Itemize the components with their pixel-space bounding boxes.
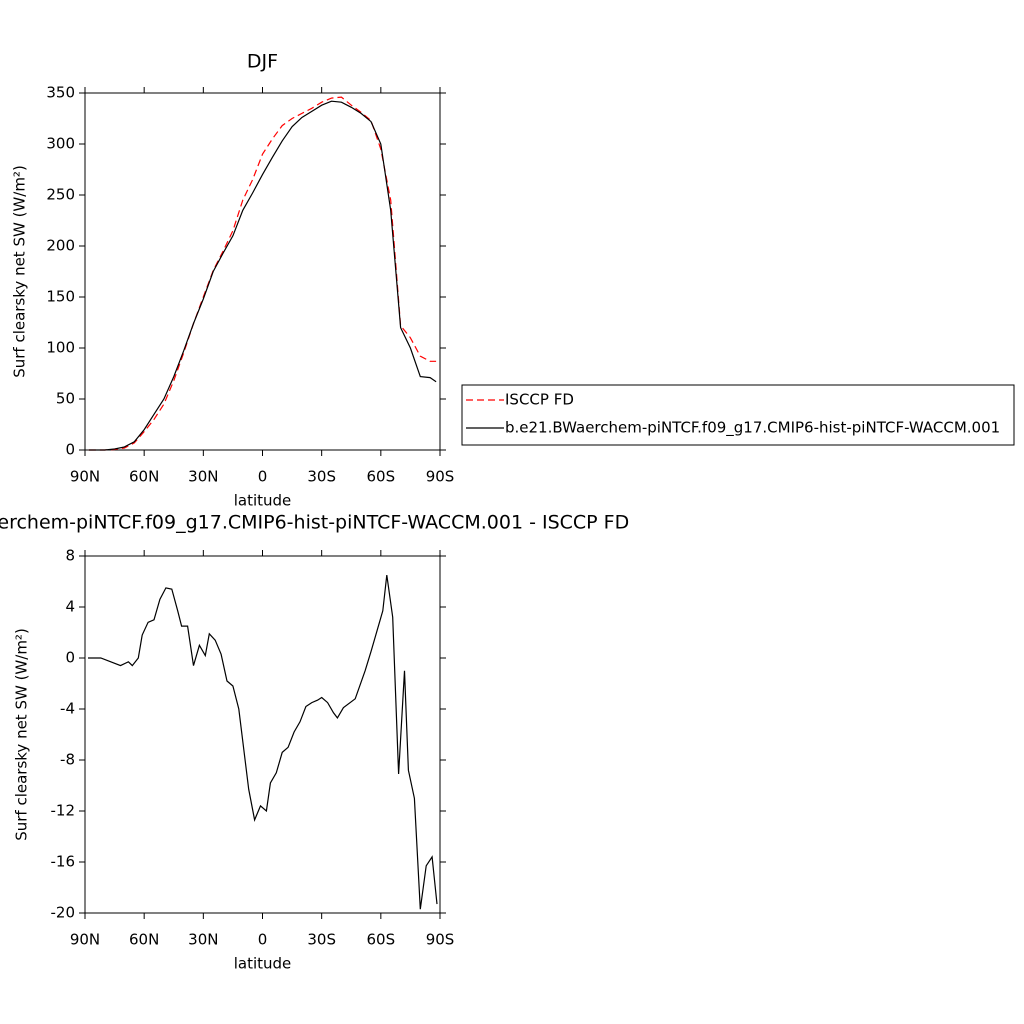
x-tick-label: 90N <box>70 468 100 486</box>
y-tick-label: 300 <box>46 135 75 153</box>
plot-frame <box>84 555 441 914</box>
x-tick-label: 30S <box>307 468 336 486</box>
y-tick-label: 8 <box>65 547 75 565</box>
y-axis-label: Surf clearsky net SW (W/m²) <box>13 628 31 841</box>
x-axis-label: latitude <box>234 955 292 973</box>
legend-label: b.e21.BWaerchem-piNTCF.f09_g17.CMIP6-his… <box>505 419 1000 438</box>
x-tick-label: 30N <box>188 468 218 486</box>
x-tick-label: 60N <box>129 468 159 486</box>
x-tick-label: 90N <box>70 931 100 949</box>
y-tick-label: -20 <box>51 904 76 922</box>
legend: ISCCP FD b.e21.BWaerchem-piNTCF.f09_g17.C… <box>461 384 1015 446</box>
y-tick-label: 350 <box>46 84 75 102</box>
y-tick-label: 50 <box>56 390 75 408</box>
x-tick-label: 90S <box>426 468 455 486</box>
y-tick-label: -16 <box>51 853 76 871</box>
y-tick-label: -4 <box>60 700 75 718</box>
x-axis-label: latitude <box>234 492 292 510</box>
y-tick-label: 0 <box>65 441 75 459</box>
y-tick-label: -12 <box>51 802 76 820</box>
y-tick-label: 4 <box>65 598 75 616</box>
x-tick-label: 60N <box>129 931 159 949</box>
x-tick-label: 90S <box>426 931 455 949</box>
y-tick-label: 200 <box>46 237 75 255</box>
data-line <box>88 96 437 451</box>
x-tick-label: 30S <box>307 931 336 949</box>
x-tick-label: 30N <box>188 931 218 949</box>
y-tick-label: 250 <box>46 186 75 204</box>
data-line <box>88 100 437 451</box>
x-tick-label: 60S <box>367 468 396 486</box>
y-tick-label: 100 <box>46 339 75 357</box>
data-line <box>88 575 438 910</box>
x-tick-label: 60S <box>367 931 396 949</box>
plot-frame <box>84 92 441 451</box>
legend-label: ISCCP FD <box>505 391 574 409</box>
chart-title: b.e21.BWaerchem-piNTCF.f09_g17.CMIP6-his… <box>0 512 629 534</box>
y-tick-label: -8 <box>60 751 75 769</box>
legend-box <box>461 384 1015 446</box>
x-tick-label: 0 <box>258 468 268 486</box>
x-tick-label: 0 <box>258 931 268 949</box>
y-tick-label: 0 <box>65 649 75 667</box>
chart-title: DJF <box>247 51 278 73</box>
y-axis-label: Surf clearsky net SW (W/m²) <box>11 165 29 378</box>
y-tick-label: 150 <box>46 288 75 306</box>
